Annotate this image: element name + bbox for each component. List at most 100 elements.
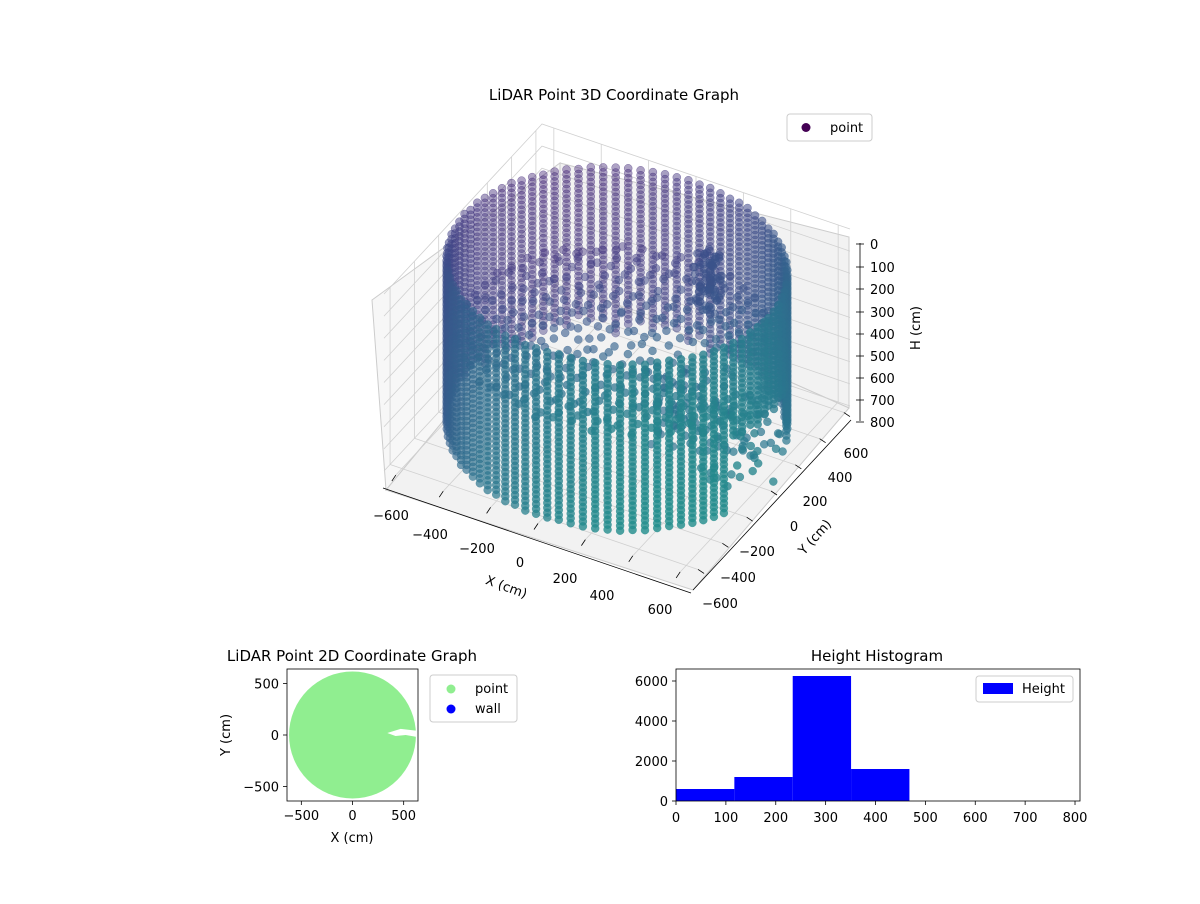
hist-x-tick-label-4: 400 (863, 811, 888, 826)
point-3d (721, 307, 731, 317)
point-3d (617, 307, 626, 317)
point-3d (586, 182, 596, 192)
point-3d (623, 314, 633, 324)
point-3d (567, 262, 577, 272)
point-3d (696, 260, 705, 269)
point-3d (573, 254, 583, 263)
point-3d (660, 208, 670, 218)
x-tick-label-3d-3: 0 (516, 556, 524, 571)
point-3d (480, 203, 490, 212)
point-3d (596, 333, 606, 342)
point-3d (517, 229, 526, 239)
point-3d (589, 290, 598, 299)
point-3d (480, 242, 490, 251)
point-3d (504, 268, 513, 277)
point-3d (660, 184, 670, 194)
point-3d (550, 177, 559, 186)
point-3d (648, 172, 658, 182)
point-3d (539, 301, 548, 311)
point-3d (598, 163, 608, 172)
y-tick-label-3d-5: 400 (828, 471, 853, 486)
point-3d (640, 525, 650, 535)
point-3d (782, 436, 791, 445)
point-3d (562, 174, 571, 184)
point-3d (614, 275, 624, 285)
point-3d (648, 211, 658, 221)
point-3d (507, 198, 516, 207)
z-axis-label-3d: H (cm) (909, 306, 924, 350)
histogram-bar-2 (792, 676, 852, 801)
point-3d (611, 221, 620, 231)
point-3d (634, 277, 644, 287)
point-3d (592, 247, 601, 257)
point-3d (524, 330, 534, 340)
point-3d (497, 276, 507, 285)
point-3d (733, 292, 742, 302)
point-3d (684, 180, 693, 190)
point-3d (695, 185, 704, 194)
point-3d (517, 239, 526, 249)
point-3d (598, 226, 608, 235)
point-3d (623, 212, 633, 222)
point-3d (706, 269, 716, 279)
point-3d (611, 207, 620, 216)
point-3d (579, 306, 588, 316)
point-3d (517, 210, 526, 219)
point-3d (574, 213, 583, 222)
point-3d (507, 232, 516, 241)
point-3d (574, 228, 583, 237)
point-3d (676, 285, 686, 294)
point-3d (562, 223, 571, 233)
point-3d (623, 198, 633, 207)
point-3d (574, 203, 583, 213)
point-3d (527, 216, 537, 226)
point-3d (684, 224, 693, 234)
point-3d (527, 177, 537, 187)
point-3d (699, 515, 708, 525)
point-3d (586, 172, 596, 182)
point-3d (539, 233, 548, 243)
legend-histogram: Height (975, 675, 1074, 703)
point-3d (586, 250, 596, 260)
point-3d (473, 276, 482, 285)
point-3d (628, 525, 637, 535)
point-3d (652, 314, 661, 324)
point-3d (497, 242, 507, 251)
point-3d (527, 226, 537, 235)
point-3d (611, 187, 620, 197)
point-3d (744, 320, 753, 329)
point-3d (706, 317, 716, 326)
point-3d (751, 309, 761, 318)
point-3d (636, 175, 645, 185)
legend-label-point: point (830, 121, 863, 136)
point-3d (611, 236, 620, 245)
point-3d (574, 335, 583, 344)
point-3d (676, 314, 686, 324)
point-3d (496, 290, 506, 299)
point-3d (611, 182, 620, 192)
point-3d (684, 195, 693, 204)
point-3d (539, 267, 548, 277)
point-3d (729, 447, 738, 456)
point-3d (521, 506, 530, 515)
point-3d (497, 237, 507, 246)
point-3d (598, 221, 608, 231)
y-tick-label-3d-6: 600 (844, 447, 869, 462)
point-3d (771, 444, 781, 454)
point-3d (576, 288, 586, 297)
point-3d (672, 221, 682, 231)
point-3d (539, 194, 548, 204)
point-3d (711, 334, 721, 344)
x-tick-label-2d-0: −500 (283, 809, 319, 824)
point-3d (660, 247, 670, 257)
point-3d (480, 247, 490, 256)
point-3d (550, 264, 559, 274)
point-3d (648, 231, 658, 240)
y-tick-label-3d-1: −400 (720, 571, 756, 586)
point-3d (586, 211, 596, 221)
point-3d (550, 211, 559, 220)
point-3d (698, 305, 707, 315)
point-3d (660, 218, 670, 228)
point-3d (695, 238, 704, 248)
point-3d (623, 178, 633, 188)
